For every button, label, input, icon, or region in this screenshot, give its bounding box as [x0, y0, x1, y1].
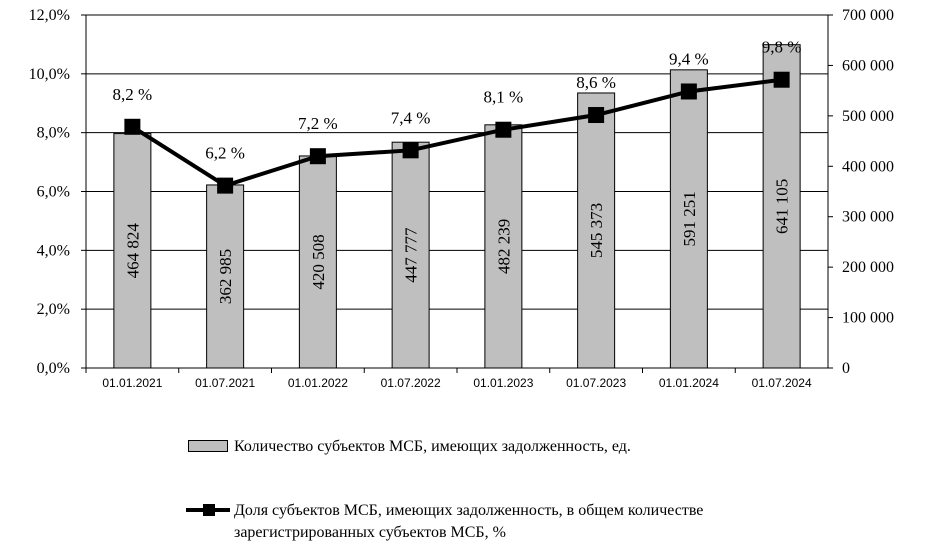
x-tick-label: 01.01.2022: [288, 376, 348, 390]
y-left-tick-label: 12,0%: [29, 7, 70, 24]
y-left-tick-label: 6,0%: [37, 184, 70, 201]
line-marker: [588, 107, 605, 124]
bar-value-label: 420 508: [309, 234, 328, 289]
bar-value-label: 482 239: [494, 219, 513, 274]
bar-series: [113, 44, 801, 369]
bar: [762, 44, 801, 369]
x-tick-label: 01.07.2023: [566, 376, 626, 390]
y-left-tick-label: 8,0%: [37, 125, 70, 142]
line-path: [131, 77, 782, 188]
legend-line-label-line2: зарегистрированных субъектов МСБ, %: [234, 524, 506, 541]
x-tick-label: 01.01.2023: [473, 376, 533, 390]
bar: [484, 124, 523, 369]
y-left-tick-label: 2,0%: [37, 301, 70, 318]
axes: 0,0% 2,0% 4,0% 6,0% 8,0% 10,0% 12,0% 0 100 000 20…: [29, 7, 894, 390]
y-left-tick-label: 10,0%: [29, 66, 70, 83]
line-marker: [402, 142, 419, 159]
y-left-tick-label: 0,0%: [37, 360, 70, 377]
y-right-tick-label: 400 000: [842, 158, 894, 175]
legend-line-label-line1: Доля субъектов МСБ, имеющих задолженност…: [234, 502, 704, 519]
line-marker: [124, 118, 141, 135]
legend-bar-swatch: [188, 440, 228, 452]
x-tick-label: 01.07.2021: [195, 376, 255, 390]
line-marker: [680, 83, 697, 100]
x-tick-label: 01.07.2024: [752, 376, 812, 390]
line-series: [124, 71, 790, 194]
pct-value-label: 8,6 %: [576, 73, 616, 92]
bar: [577, 92, 616, 369]
line-marker: [495, 121, 512, 138]
pct-value-label: 6,2 %: [205, 144, 245, 163]
pct-value-label: 9,4 %: [669, 49, 709, 68]
bar: [391, 141, 430, 369]
pct-value-label: 7,2 %: [298, 114, 338, 133]
bar-value-label: 362 985: [216, 249, 235, 304]
pct-value-label: 9,8 %: [762, 38, 802, 57]
y-right-tick-label: 500 000: [842, 108, 894, 125]
legend-line-swatch: [186, 504, 230, 516]
bar: [298, 155, 337, 369]
pct-value-label: 7,4 %: [391, 108, 431, 127]
bar-value-label: 591 251: [680, 191, 699, 246]
gridlines: [86, 14, 828, 369]
x-tick-label: 01.01.2024: [659, 376, 719, 390]
y-right-tick-label: 200 000: [842, 259, 894, 276]
y-right-tick-label: 600 000: [842, 57, 894, 74]
y-left-tick-label: 4,0%: [37, 242, 70, 259]
bar-value-label: 641 105: [773, 179, 792, 234]
line-marker: [773, 71, 790, 88]
line-marker: [217, 177, 234, 194]
y-right-tick-label: 700 000: [842, 7, 894, 24]
pct-value-label: 8,2 %: [113, 85, 153, 104]
x-tick-label: 01.07.2022: [381, 376, 441, 390]
pct-value-label: 8,1 %: [484, 88, 524, 107]
data-labels: 464 824 362 985 420 508 447 777 482 239 545 3…: [113, 38, 802, 304]
line-marker: [309, 148, 326, 165]
bar: [669, 69, 708, 369]
bar-value-label: 545 373: [587, 203, 606, 258]
y-right-tick-label: 300 000: [842, 209, 894, 226]
x-tick-label: 01.01.2021: [102, 376, 162, 390]
bar-value-label: 447 777: [402, 227, 421, 283]
legend-bar-label: Количество субъектов МСБ, имеющих задолж…: [234, 438, 631, 455]
bar: [206, 184, 245, 369]
y-right-tick-label: 100 000: [842, 310, 894, 327]
y-right-tick-label: 0: [842, 360, 850, 377]
bar-value-label: 464 824: [123, 223, 142, 279]
